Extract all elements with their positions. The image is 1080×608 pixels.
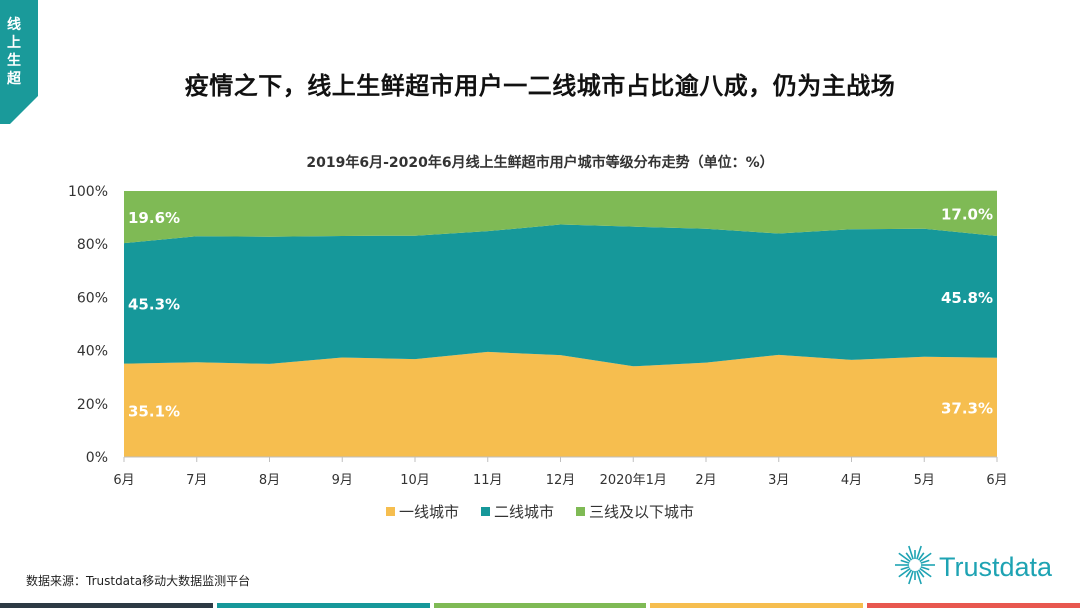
legend-swatch — [480, 507, 490, 516]
y-tick-label: 0% — [86, 450, 108, 466]
logo-ray — [900, 559, 910, 564]
logo-ray — [908, 570, 914, 585]
x-tick-label: 3月 — [768, 473, 789, 488]
bottom-bar-segment — [650, 603, 864, 608]
x-tick-label: 2020年1月 — [600, 473, 667, 488]
logo-ray — [905, 569, 913, 578]
data-label: 45.3% — [128, 295, 180, 313]
bottom-bar-segment — [0, 603, 213, 608]
x-tick-label: 4月 — [841, 473, 862, 488]
chart-legend: 一线城市 二线城市 三线及以下城市 — [0, 501, 1080, 522]
area-series-0 — [124, 351, 997, 457]
bottom-bar-segment — [867, 603, 1080, 608]
section-tab-label: 线上生超 — [0, 16, 28, 88]
stacked-area-chart: 0% 20% 40% 60% 80% 100% 6月 7月 8月 9月 10月 11月 12月 2020年… — [68, 184, 1008, 488]
x-tick-label: 11月 — [473, 473, 503, 488]
x-tick-label: 10月 — [400, 473, 430, 488]
logo-ray — [908, 545, 914, 560]
legend-item: 一线城市 — [385, 501, 459, 522]
x-tick-label: 6月 — [986, 473, 1007, 488]
section-tab-shape — [0, 0, 38, 124]
y-tick-label: 60% — [77, 290, 108, 306]
bottom-bar-segment — [216, 603, 430, 608]
y-tick-label: 40% — [77, 344, 108, 360]
section-tab-char: 上 — [7, 35, 21, 51]
bottom-color-bar — [0, 603, 1080, 608]
section-tab-char: 线 — [7, 17, 21, 33]
logo-ray — [920, 559, 930, 564]
x-tick-label: 7月 — [186, 473, 207, 488]
legend-swatch — [576, 507, 585, 516]
x-tick-label: 6月 — [113, 473, 134, 488]
section-tab-char: 超 — [7, 71, 21, 87]
legend-item: 三线及以下城市 — [576, 501, 694, 522]
logo-ray — [916, 570, 922, 585]
section-tab: 线上生超 — [0, 0, 38, 124]
section-tab-char: 生 — [7, 53, 21, 69]
legend-label: 一线城市 — [398, 503, 459, 521]
data-label: 35.1% — [128, 402, 180, 420]
y-tick-label: 20% — [77, 397, 108, 413]
logo-ray — [916, 545, 922, 560]
x-tick-label: 5月 — [914, 473, 935, 488]
area-series-1 — [124, 224, 997, 367]
area-series-2 — [124, 190, 997, 244]
legend-item: 二线城市 — [480, 501, 554, 522]
logo-ray — [917, 569, 925, 578]
x-tick-label: 12月 — [546, 473, 576, 488]
bottom-bar-segment — [433, 603, 647, 608]
data-label: 19.6% — [128, 209, 180, 227]
legend-swatch — [385, 507, 395, 516]
page-title: 疫情之下，线上生鲜超市用户一二线城市占比逾八成，仍为主战场 — [184, 72, 896, 100]
data-label: 17.0% — [941, 205, 993, 223]
chart-title: 2019年6月-2020年6月线上生鲜超市用户城市等级分布走势（单位：%） — [306, 155, 774, 171]
x-tick-label: 8月 — [259, 473, 280, 488]
y-tick-label: 80% — [77, 237, 108, 253]
logo-ray — [900, 566, 910, 571]
logo-ray — [919, 567, 932, 578]
logo-ray — [917, 552, 925, 561]
legend-label: 三线及以下城市 — [589, 503, 695, 521]
logo-ray — [905, 552, 913, 561]
x-tick-label: 2月 — [695, 473, 716, 488]
legend-label: 二线城市 — [493, 503, 554, 521]
data-label: 37.3% — [941, 399, 993, 417]
logo-ray — [919, 552, 932, 563]
logo-ray — [898, 567, 911, 578]
trustdata-logo-text: Trustdata — [939, 552, 1053, 582]
y-tick-label: 100% — [68, 184, 108, 200]
data-label: 45.8% — [941, 289, 993, 307]
logo-ray — [920, 566, 930, 571]
trustdata-logo — [895, 545, 935, 585]
x-tick-label: 9月 — [332, 473, 353, 488]
logo-ray — [898, 552, 911, 563]
data-source-note: 数据来源：Trustdata移动大数据监测平台 — [26, 574, 251, 588]
